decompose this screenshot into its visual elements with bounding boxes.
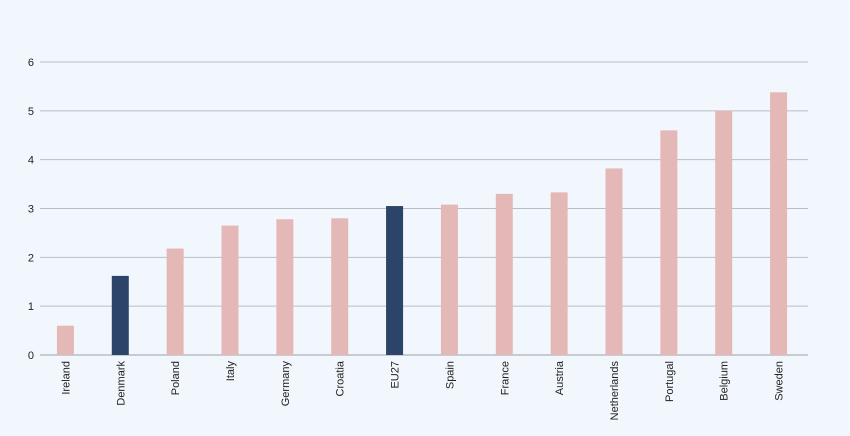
x-tick-label: Italy (225, 361, 237, 382)
x-tick-label: Germany (280, 361, 292, 407)
bar-belgium (715, 110, 733, 355)
grid-lines (40, 61, 808, 356)
bar-france (495, 193, 513, 355)
bar-netherlands (605, 168, 623, 355)
x-tick-label: Ireland (60, 361, 72, 395)
x-tick-label: Belgium (719, 361, 731, 401)
bar-ireland (56, 325, 74, 355)
x-tick-label: Croatia (335, 360, 347, 396)
y-tick-label: 3 (28, 204, 34, 216)
bar-sweden (770, 92, 788, 355)
x-tick-label: Netherlands (609, 361, 621, 421)
x-tick-label: Denmark (115, 361, 127, 406)
x-tick-label: EU27 (390, 361, 402, 389)
y-tick-label: 5 (28, 106, 34, 118)
bar-croatia (331, 218, 349, 355)
x-tick-label: France (499, 361, 511, 395)
bars (56, 92, 788, 355)
bar-eu27 (386, 206, 404, 355)
x-tick-label: Poland (170, 361, 182, 395)
bar-austria (550, 192, 568, 355)
y-tick-label: 0 (28, 350, 34, 362)
bar-italy (221, 225, 239, 355)
x-tick-label: Spain (444, 361, 456, 389)
bar-portugal (660, 130, 678, 355)
x-tick-label: Sweden (774, 361, 786, 401)
x-axis-labels: Ireland Denmark Poland Italy Germany Croatia E… (60, 360, 785, 420)
y-axis-ticks: 0 1 2 3 4 5 6 (28, 57, 34, 362)
y-tick-label: 2 (28, 252, 34, 264)
y-tick-label: 4 (28, 155, 34, 167)
bar-poland (166, 248, 184, 355)
bar-denmark (111, 275, 129, 355)
y-tick-label: 1 (28, 301, 34, 313)
bar-spain (440, 204, 458, 355)
x-tick-label: Portugal (664, 361, 676, 402)
bar-germany (276, 219, 294, 355)
y-tick-label: 6 (28, 57, 34, 69)
x-tick-label: Austria (554, 360, 566, 395)
